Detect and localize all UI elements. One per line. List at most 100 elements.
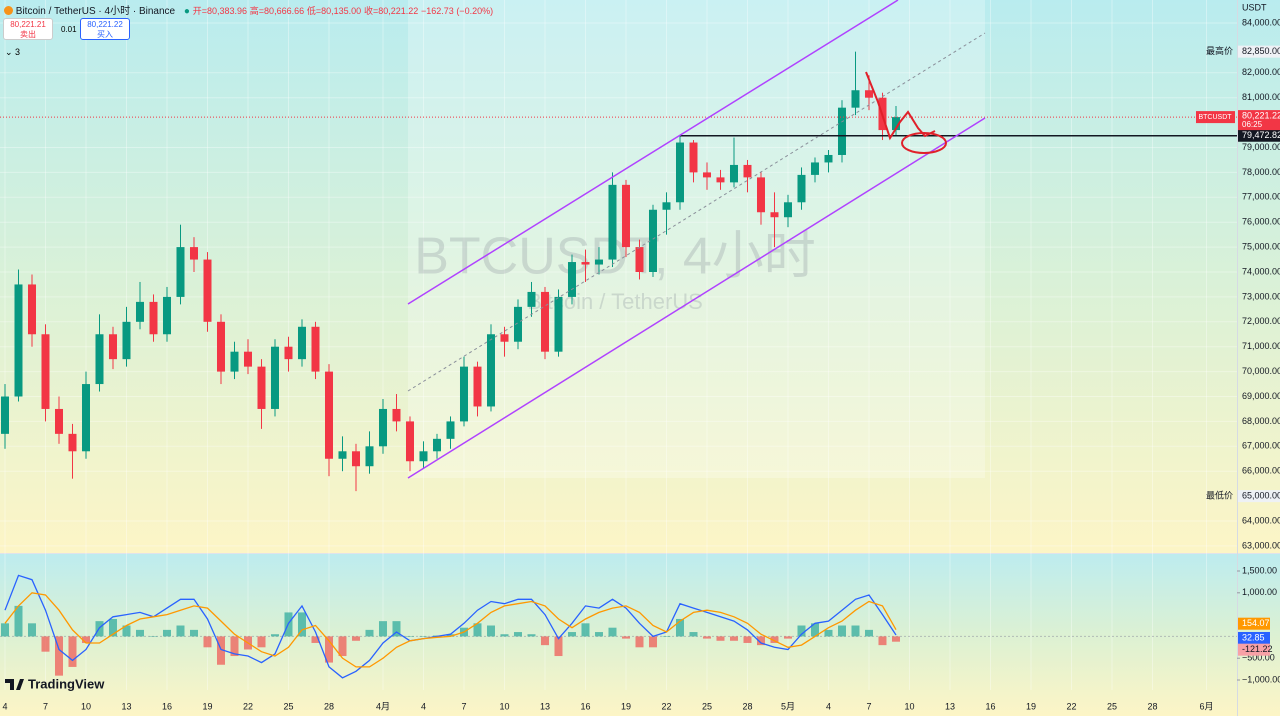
macd-histogram-bar	[203, 636, 212, 648]
x-tick-label: 19	[621, 701, 631, 711]
macd-histogram-bar	[608, 627, 617, 637]
candle-body	[81, 384, 90, 452]
candle-body	[756, 177, 765, 213]
candle-body	[122, 321, 131, 360]
candle-body	[783, 202, 792, 218]
candle-body	[540, 291, 549, 352]
macd-histogram-bar	[824, 629, 833, 637]
candle-body	[419, 451, 428, 462]
axis-unit: USDT	[1242, 2, 1267, 12]
buy-price: 80,221.22	[87, 20, 123, 29]
channel-bottom	[407, 117, 986, 479]
hline-label-bg	[1238, 129, 1280, 142]
candle-body	[824, 154, 833, 163]
y-tick-label: 68,000.00	[1242, 416, 1280, 426]
candle-body	[486, 334, 495, 407]
candle-body	[54, 408, 63, 434]
sell-label: 卖出	[20, 30, 36, 39]
candle-body	[527, 291, 536, 307]
price-label-bg	[1238, 110, 1280, 131]
candle-body	[108, 334, 117, 360]
x-tick-label: 4月	[376, 701, 390, 711]
macd-tick-label: −500.00	[1242, 653, 1275, 663]
x-tick-label: 22	[661, 701, 671, 711]
x-tick-label: 19	[1026, 701, 1036, 711]
y-tick-label: 84,000.00	[1242, 17, 1280, 27]
x-tick-label: 28	[324, 701, 334, 711]
candle-body	[675, 142, 684, 203]
macd-histogram-bar	[689, 632, 698, 637]
last-value-label: 32.85	[1242, 632, 1265, 642]
x-tick-label: 7	[43, 701, 48, 711]
candle-body	[257, 366, 266, 409]
candle-body	[68, 433, 77, 452]
channel-mid	[407, 32, 986, 392]
marker-name: 最高价	[1206, 45, 1233, 56]
last-value-label: -121.22	[1242, 644, 1273, 654]
logo-text: TradingView	[28, 676, 105, 691]
marker-bg	[1238, 45, 1280, 58]
y-tick-label: 75,000.00	[1242, 241, 1280, 251]
macd-histogram-bar	[162, 629, 171, 637]
macd-tick-label: 1,000.00	[1242, 587, 1277, 597]
candle-body	[297, 326, 306, 360]
candle-body	[716, 177, 725, 183]
macd-histogram-bar	[837, 625, 846, 637]
macd-histogram-bar	[729, 636, 738, 641]
candle-body	[14, 284, 23, 397]
candle-body	[392, 408, 401, 422]
candle-body	[648, 209, 657, 273]
macd-histogram-bar	[378, 621, 387, 637]
y-tick-label: 76,000.00	[1242, 217, 1280, 227]
buy-button[interactable]: 80,221.22 买入	[80, 18, 130, 40]
macd-tick-label: 1,500.00	[1242, 565, 1277, 575]
x-tick-label: 28	[1147, 701, 1157, 711]
candle-body	[311, 326, 320, 372]
macd-histogram-bar	[486, 625, 495, 637]
macd-histogram-bar	[270, 634, 279, 637]
macd-line	[4, 592, 897, 668]
y-tick-label: 64,000.00	[1242, 515, 1280, 525]
macd-histogram-bar	[594, 632, 603, 637]
last-value-label: 154.07	[1242, 618, 1270, 628]
macd-histogram-bar	[635, 636, 644, 648]
x-tick-label: 13	[121, 701, 131, 711]
candle-body	[203, 259, 212, 322]
candle-body	[270, 346, 279, 409]
macd-histogram-bar	[513, 632, 522, 637]
candle-body	[594, 259, 603, 265]
high: 高=80,666.66	[249, 6, 305, 16]
marker-price: 65,000.00	[1242, 490, 1280, 500]
macd-histogram-bar	[770, 636, 779, 643]
candle-body	[230, 351, 239, 372]
macd-pane-bg	[0, 554, 1280, 716]
candle-body	[446, 421, 455, 439]
logo: TradingView	[5, 676, 105, 691]
last-value-bg	[1238, 643, 1270, 656]
macd-histogram-bar	[743, 636, 752, 643]
price-pane-bg	[0, 0, 1280, 553]
macd-histogram-bar	[783, 636, 792, 639]
macd-histogram-bar	[810, 623, 819, 637]
macd-histogram-bar	[135, 629, 144, 637]
macd-histogram-bar	[14, 605, 23, 637]
candle-body	[432, 438, 441, 452]
x-tick-label: 16	[580, 701, 590, 711]
candle-body	[405, 421, 414, 462]
candle-body	[216, 321, 225, 372]
macd-histogram-bar	[230, 636, 239, 657]
x-tick-label: 13	[945, 701, 955, 711]
indicators-toggle[interactable]: ⌄ 3	[5, 47, 21, 57]
sell-button[interactable]: 80,221.21 卖出	[3, 18, 53, 40]
candle-body	[41, 334, 50, 409]
y-tick-label: 74,000.00	[1242, 266, 1280, 276]
candle-body	[149, 301, 158, 335]
macd-histogram-bar	[864, 629, 873, 637]
macd-histogram-bar	[365, 629, 374, 637]
candle-body	[500, 334, 509, 342]
macd-histogram-bar	[500, 634, 509, 637]
y-tick-label: 82,000.00	[1242, 67, 1280, 77]
candle-body	[689, 142, 698, 173]
macd-histogram-bar	[297, 612, 306, 637]
candle-body	[324, 371, 333, 459]
